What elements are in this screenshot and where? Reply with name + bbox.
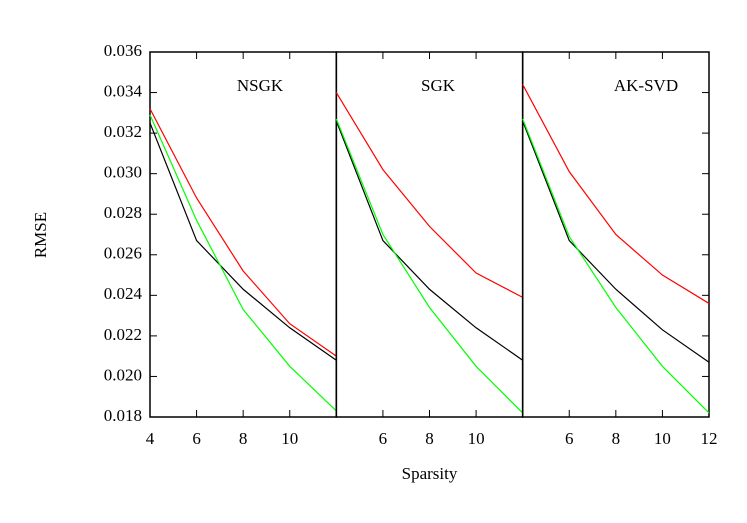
y-tick-label: 0.018 [104,406,142,425]
panel-title: SGK [421,76,456,95]
x-tick-label: 8 [425,429,434,448]
x-tick-label: 6 [565,429,574,448]
panel-title: AK-SVD [614,76,678,95]
y-tick-label: 0.024 [104,284,143,303]
x-tick-label: 12 [701,429,718,448]
panel-title: NSGK [237,76,284,95]
x-tick-label: 10 [281,429,298,448]
series-line [335,92,523,298]
x-tick-label: 6 [192,429,201,448]
y-tick-label: 0.022 [104,325,142,344]
y-tick-label: 0.030 [104,163,142,182]
x-tick-label: 10 [468,429,485,448]
x-axis-label: Sparsity [402,464,458,483]
x-tick-label: 6 [379,429,388,448]
x-tick-label: 4 [146,429,155,448]
y-tick-label: 0.036 [104,41,142,60]
series-line [522,120,710,363]
series-line [335,120,524,361]
y-axis-label: RMSE [31,212,50,258]
series-line [522,118,710,414]
series-line [149,114,337,412]
series-line [335,118,524,414]
series-line [522,84,710,304]
y-tick-label: 0.028 [104,203,142,222]
y-tick-label: 0.034 [104,81,143,100]
x-tick-label: 8 [612,429,621,448]
x-tick-label: 8 [239,429,248,448]
y-tick-label: 0.020 [104,365,142,384]
series-line [149,108,337,357]
panel-frame [335,51,524,418]
panel-frame [149,51,338,418]
y-tick-label: 0.026 [104,244,142,263]
x-tick-label: 10 [654,429,671,448]
series-line [149,122,337,361]
y-tick-label: 0.032 [104,122,142,141]
